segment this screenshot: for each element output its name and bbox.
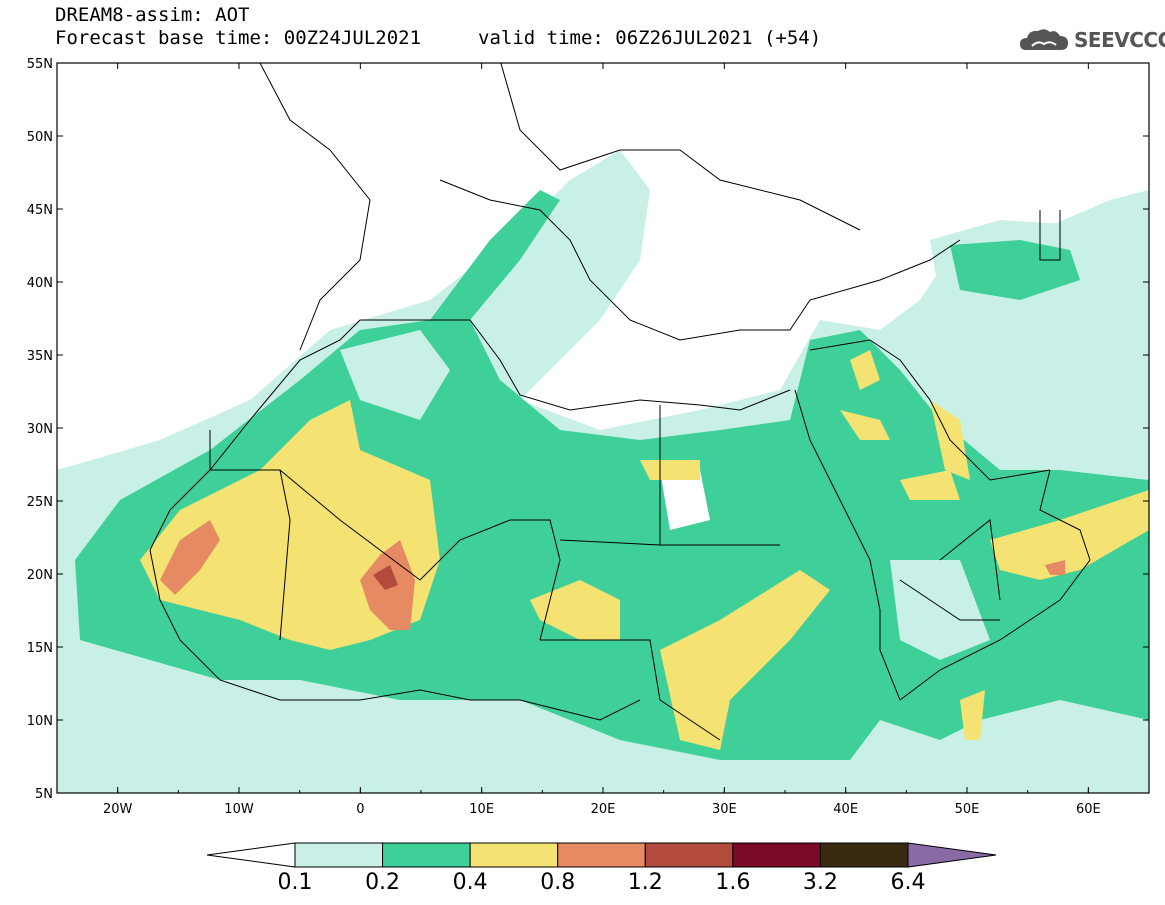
lon-label: 50E — [955, 802, 980, 817]
colorbar-label: 0.1 — [278, 870, 313, 895]
lat-label: 25N — [27, 495, 53, 510]
lat-label: 20N — [27, 568, 53, 583]
lon-label: 60E — [1076, 802, 1101, 817]
lat-label: 10N — [27, 714, 53, 729]
lon-label: 20E — [591, 802, 616, 817]
lat-label: 15N — [27, 641, 53, 656]
coastlines — [149, 63, 1091, 741]
lat-label: 5N — [35, 787, 53, 802]
colorbar-boxes — [206, 842, 997, 868]
lon-label: 40E — [833, 802, 858, 817]
seevccc-logo: SEEVCCC — [1018, 26, 1165, 56]
aot-level-1.2 — [373, 565, 398, 590]
lat-label: 35N — [27, 349, 53, 364]
aot-fields — [57, 63, 1149, 793]
title-line-2: Forecast base time: 00Z24JUL2021 — [55, 27, 422, 49]
colorbar-box — [644, 842, 734, 868]
valid-time: valid time: 06Z26JUL2021 (+54) — [478, 27, 822, 49]
colorbar-labels: 0.1 0.2 0.4 0.8 1.2 1.6 3.2 6.4 — [278, 870, 926, 895]
lat-label: 55N — [27, 57, 53, 72]
colorbar-label: 1.6 — [715, 870, 750, 895]
colorbar-label: 0.2 — [365, 870, 400, 895]
colorbar-label: 3.2 — [803, 870, 838, 895]
colorbar-box — [557, 842, 646, 868]
lat-label: 50N — [27, 130, 53, 145]
lat-label: 40N — [27, 276, 53, 291]
colorbar-label: 6.4 — [891, 870, 926, 895]
title-line-1: DREAM8-assim: AOT — [55, 4, 250, 26]
colorbar-box — [469, 842, 559, 868]
colorbar-label: 0.4 — [453, 870, 488, 895]
lat-label: 30N — [27, 422, 53, 437]
colorbar-label: 1.2 — [628, 870, 663, 895]
lon-label: 30E — [712, 802, 737, 817]
colorbar-box — [732, 842, 821, 868]
lon-label: 10W — [224, 802, 254, 817]
lon-label: 10E — [469, 802, 494, 817]
logo-text: SEEVCCC — [1074, 28, 1165, 52]
lon-label: 0 — [356, 802, 364, 817]
colorbar-box — [382, 842, 471, 868]
colorbar-left-arrow — [206, 842, 296, 868]
colorbar-label: 0.8 — [540, 870, 575, 895]
longitude-axis: 20W 10W 0 10E 20E 30E 40E 50E 60E — [56, 63, 1150, 817]
colorbar-right-arrow — [907, 842, 997, 868]
lon-label: 20W — [103, 802, 133, 817]
colorbar-box — [819, 842, 909, 868]
lat-label: 45N — [27, 203, 53, 218]
latitude-axis: 55N 50N 45N 40N 35N 30N 25N 20N 15N 10N 5N — [27, 57, 1149, 802]
cloud-logo-icon — [1020, 29, 1068, 50]
colorbar-box — [294, 842, 384, 868]
